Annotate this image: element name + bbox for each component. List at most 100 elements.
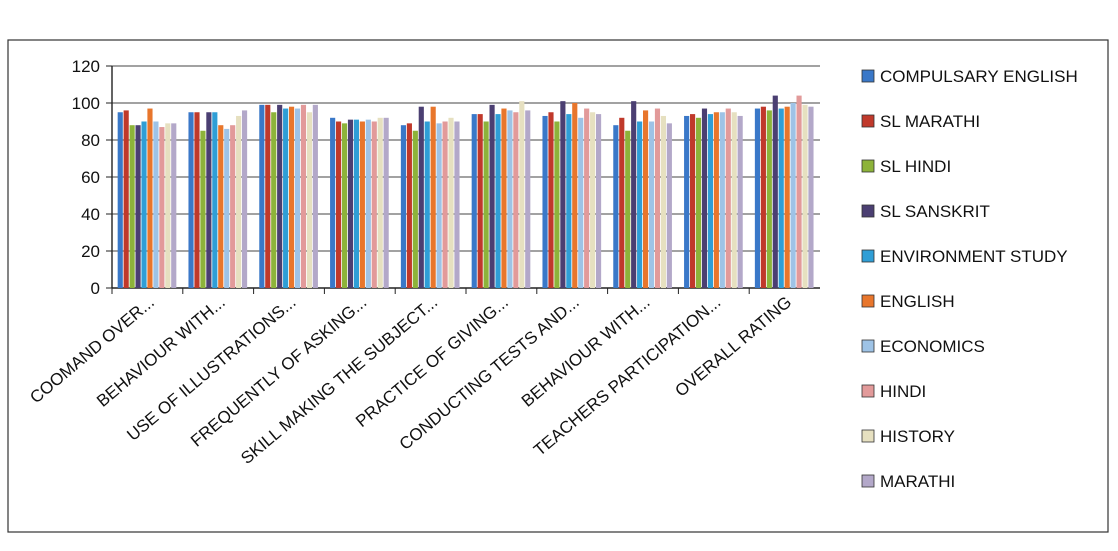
bar (784, 106, 790, 288)
bar (760, 106, 766, 288)
bar (542, 115, 548, 288)
y-tick-label: 40 (81, 205, 100, 224)
bar (271, 112, 277, 288)
bar (212, 112, 218, 288)
bar (613, 125, 619, 288)
y-tick-label: 80 (81, 131, 100, 150)
legend-label: ENGLISH (880, 292, 955, 311)
bar (666, 123, 672, 288)
bar (436, 123, 442, 288)
bar (695, 117, 702, 288)
bar (584, 108, 590, 288)
bar-layer (117, 95, 814, 289)
legend-swatch (861, 204, 875, 218)
bar (336, 121, 342, 288)
bar (701, 108, 708, 288)
legend-swatch (861, 429, 875, 443)
bar (654, 108, 661, 288)
bar (595, 114, 602, 288)
bar (230, 125, 236, 288)
bar (236, 115, 242, 288)
bar (312, 104, 318, 288)
legend-label: MARATHI (880, 472, 955, 491)
bar (153, 121, 159, 288)
legend-swatch (861, 384, 875, 398)
bar (353, 119, 359, 289)
legend-swatch (861, 249, 875, 263)
bar (619, 117, 625, 288)
bar (725, 108, 731, 288)
bar (283, 108, 289, 288)
y-tick-label: 100 (72, 94, 100, 113)
bar (454, 121, 460, 288)
bar (383, 117, 389, 288)
legend-swatch (861, 339, 875, 353)
bar (206, 112, 212, 288)
legend-swatch (861, 474, 875, 488)
bar (259, 104, 265, 288)
bar (802, 104, 808, 288)
legend-label: SL SANSKRIT (880, 202, 990, 221)
bar (731, 112, 737, 288)
bar (412, 130, 418, 288)
bar (513, 112, 519, 288)
bar (448, 117, 454, 288)
bar (347, 119, 354, 289)
bar (572, 103, 578, 288)
bar (159, 127, 165, 288)
bar (188, 112, 194, 288)
bar (719, 112, 725, 288)
bar (548, 112, 554, 288)
bar (590, 112, 596, 288)
legend-swatch (861, 294, 875, 308)
bar (796, 95, 802, 288)
bar (224, 128, 230, 288)
bar (808, 106, 814, 288)
bar (377, 117, 383, 288)
bar (442, 121, 448, 288)
y-tick-label: 120 (72, 57, 100, 76)
bar (707, 114, 713, 288)
bar (359, 121, 365, 288)
bar (643, 110, 649, 289)
bar (294, 108, 301, 288)
legend-label: HINDI (880, 382, 926, 401)
bar (471, 114, 477, 288)
bar (165, 123, 171, 288)
legend-label: COMPULSARY ENGLISH (880, 67, 1078, 86)
bar (135, 125, 141, 288)
bar (554, 121, 560, 288)
bar (147, 108, 153, 288)
bar (306, 112, 312, 288)
bar (171, 123, 177, 288)
y-tick-layer: 0 20 40 60 80 100 120 (72, 57, 112, 298)
bar (690, 114, 696, 288)
bar (778, 108, 784, 288)
bar (241, 110, 248, 289)
bar (129, 125, 135, 288)
bar (424, 121, 430, 288)
bar (495, 114, 501, 288)
bar (489, 104, 495, 288)
bar (525, 110, 531, 289)
bar (625, 130, 631, 288)
bar (766, 110, 772, 289)
bar (200, 130, 206, 288)
y-tick-label: 20 (81, 242, 100, 261)
legend-label: SL MARATHI (880, 112, 980, 131)
legend-label: ECONOMICS (880, 337, 985, 356)
legend-label: ENVIRONMENT STUDY (880, 247, 1068, 266)
bar (772, 95, 778, 288)
bar (365, 119, 371, 289)
bar (501, 108, 507, 288)
bar (330, 117, 336, 288)
bar (194, 112, 200, 288)
bar (430, 106, 436, 288)
bar (790, 103, 796, 288)
y-tick-label: 0 (91, 279, 100, 298)
bar (406, 123, 412, 288)
bar (123, 110, 129, 289)
bar (578, 117, 584, 288)
